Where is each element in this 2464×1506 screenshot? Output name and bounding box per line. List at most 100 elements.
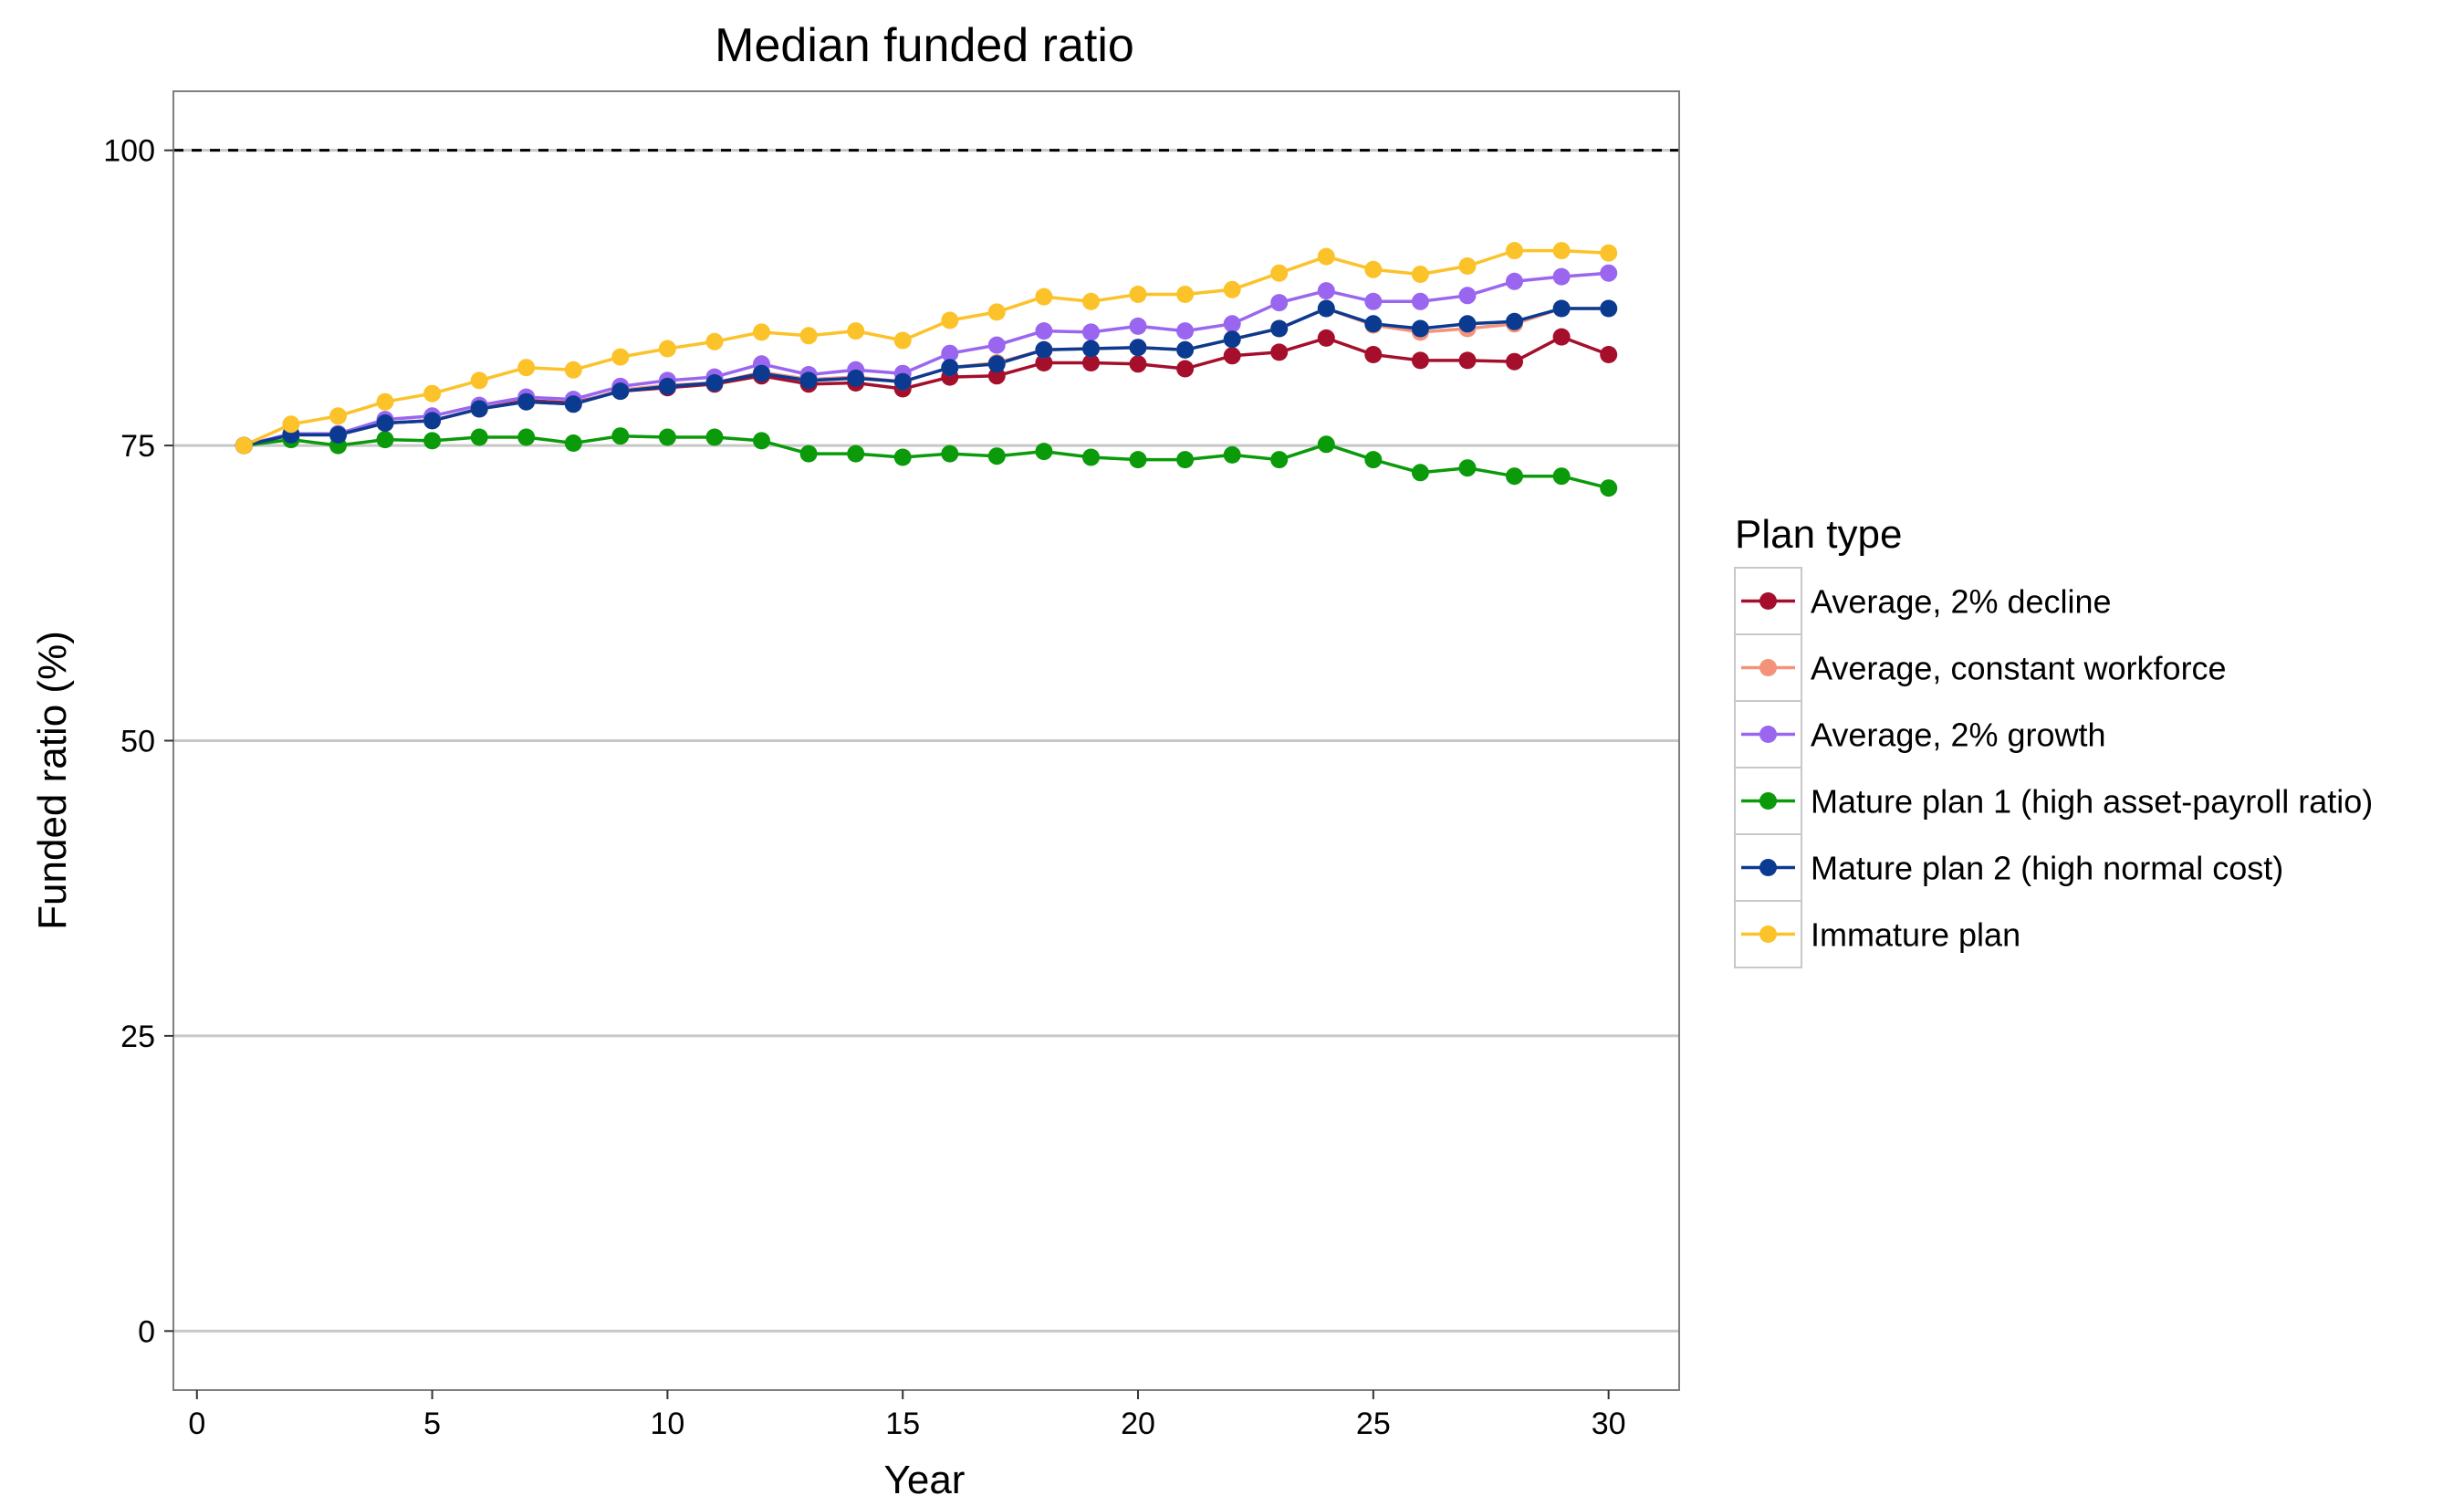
data-point	[1364, 346, 1383, 363]
legend-item: Average, 2% decline	[1734, 567, 2112, 635]
data-point	[799, 444, 818, 463]
series-points-6	[235, 242, 1618, 455]
legend-label: Mature plan 2 (high normal cost)	[1811, 850, 2283, 887]
data-point	[1552, 267, 1571, 286]
data-point	[1506, 242, 1523, 260]
data-point	[1082, 340, 1100, 358]
data-point	[235, 436, 253, 455]
data-point	[941, 311, 959, 329]
data-point	[1317, 435, 1335, 454]
legend-title: Plan type	[1735, 512, 1902, 557]
chart-title: Median funded ratio	[715, 19, 1134, 72]
data-point	[1506, 467, 1523, 486]
data-point	[1129, 286, 1147, 303]
data-point	[987, 336, 1006, 354]
legend-label: Average, 2% growth	[1811, 716, 2106, 754]
data-point	[1176, 360, 1195, 378]
data-point	[1270, 294, 1289, 312]
data-point	[1458, 351, 1477, 370]
legend-key-point	[1759, 792, 1777, 810]
data-point	[658, 377, 676, 395]
data-point	[564, 361, 582, 379]
data-point	[1458, 287, 1477, 305]
legend-item: Mature plan 2 (high normal cost)	[1734, 833, 2283, 902]
x-tick-label: 25	[1356, 1407, 1391, 1441]
data-point	[1458, 315, 1477, 333]
data-point	[1552, 328, 1571, 346]
y-axis-title: Funded ratio (%)	[30, 631, 75, 930]
data-point	[611, 348, 630, 366]
data-point	[1176, 340, 1195, 359]
data-point	[1411, 292, 1429, 310]
legend-label: Average, 2% decline	[1811, 583, 2112, 621]
data-point	[1176, 322, 1195, 340]
data-point	[517, 428, 536, 446]
data-point	[847, 322, 865, 340]
data-point	[564, 434, 582, 452]
data-point	[376, 392, 394, 411]
data-point	[329, 425, 347, 444]
data-point	[611, 427, 630, 445]
data-point	[847, 369, 865, 387]
data-point	[282, 415, 300, 434]
data-point	[893, 448, 912, 466]
data-point	[1552, 242, 1571, 260]
data-point	[847, 444, 865, 463]
data-point	[1270, 264, 1289, 282]
data-point	[470, 371, 488, 390]
data-point	[1082, 448, 1100, 466]
data-point	[376, 431, 394, 449]
data-point	[1458, 459, 1477, 477]
data-point	[658, 428, 676, 446]
data-point	[1223, 280, 1241, 298]
data-point	[1270, 451, 1289, 469]
data-point	[1411, 266, 1429, 283]
data-point	[1600, 346, 1618, 363]
axes: 0 25 50 75 100 0 5 10 15 20 25 30	[103, 90, 1680, 1441]
legend-item: Mature plan 1 (high asset-payroll ratio)	[1734, 767, 2373, 835]
data-point	[753, 364, 770, 382]
data-point	[799, 371, 818, 390]
data-point	[1223, 330, 1241, 349]
data-point	[705, 332, 724, 350]
data-point	[1129, 339, 1147, 357]
data-point	[517, 392, 536, 411]
data-point	[1223, 445, 1241, 464]
data-point	[1035, 322, 1053, 340]
data-point	[1317, 299, 1335, 318]
legend-item: Immature plan	[1734, 900, 2020, 968]
y-tick-label: 50	[120, 725, 155, 759]
data-point	[1035, 354, 1053, 371]
legend-item: Average, constant workforce	[1734, 633, 2227, 702]
data-point	[1600, 479, 1618, 497]
data-point	[1223, 315, 1241, 333]
data-point	[941, 344, 959, 362]
data-point	[376, 414, 394, 432]
x-tick-label: 10	[650, 1407, 684, 1441]
data-point	[987, 367, 1006, 385]
data-point	[564, 395, 582, 413]
legend-label: Mature plan 1 (high asset-payroll ratio)	[1811, 783, 2373, 821]
data-point	[1506, 312, 1523, 330]
data-point	[1317, 247, 1335, 266]
data-point	[753, 323, 770, 341]
x-tick-label: 0	[188, 1407, 205, 1441]
data-point	[1317, 282, 1335, 300]
data-point	[1600, 299, 1618, 318]
data-point	[1552, 467, 1571, 486]
data-point	[893, 372, 912, 391]
data-point	[705, 428, 724, 446]
data-point	[1270, 343, 1289, 361]
x-tick-label: 20	[1121, 1407, 1155, 1441]
data-point	[470, 400, 488, 418]
data-point	[1364, 260, 1383, 278]
data-point	[658, 340, 676, 358]
data-point	[893, 331, 912, 350]
data-point	[1176, 451, 1195, 469]
legend-label: Immature plan	[1811, 916, 2020, 954]
data-point	[329, 407, 347, 425]
data-point	[987, 447, 1006, 465]
x-tick-label: 15	[885, 1407, 920, 1441]
data-point	[1411, 464, 1429, 482]
